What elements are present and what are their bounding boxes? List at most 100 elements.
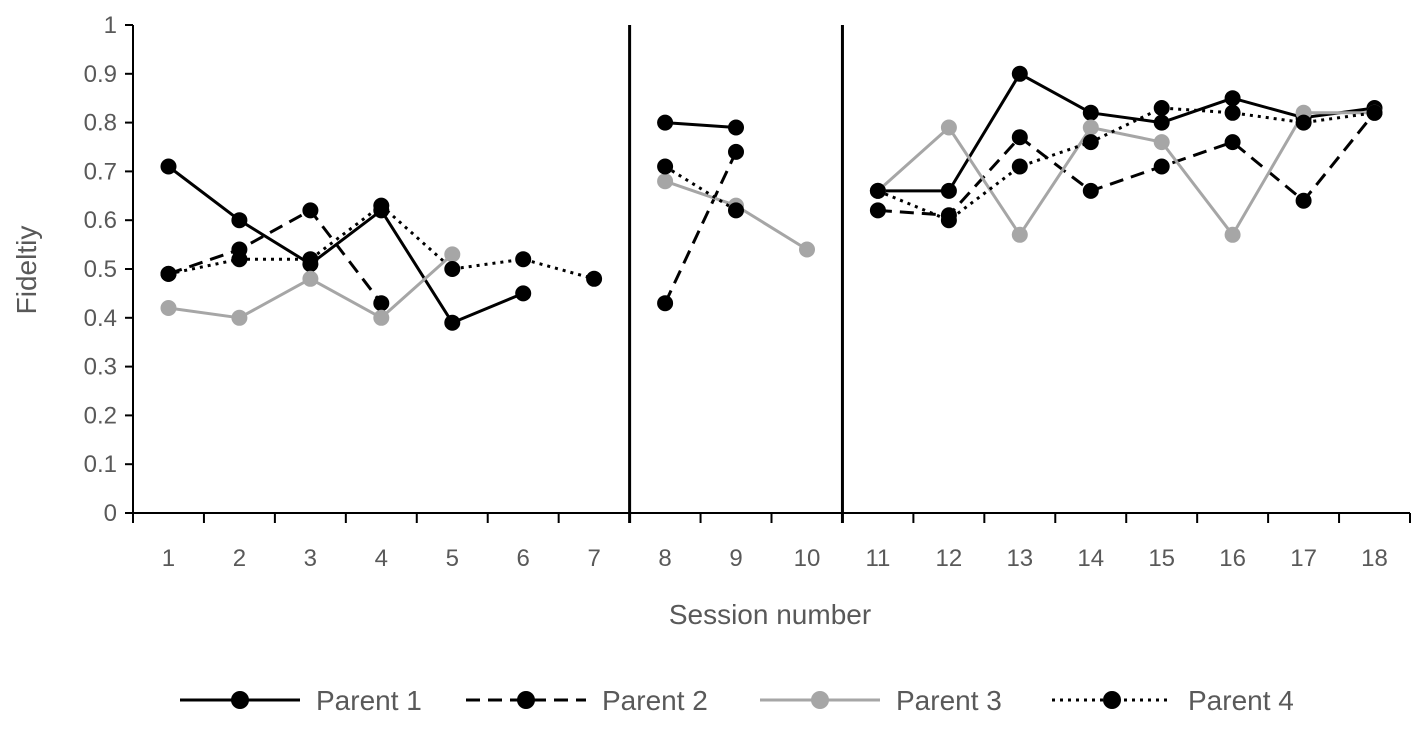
data-point xyxy=(1295,192,1312,209)
x-tick-label: 4 xyxy=(375,545,388,572)
series-line xyxy=(877,111,1376,217)
data-point xyxy=(1082,182,1099,199)
data-point xyxy=(444,246,461,263)
data-point xyxy=(160,158,177,175)
data-point xyxy=(302,251,319,268)
data-point xyxy=(1153,134,1170,151)
series-4 xyxy=(160,100,1383,287)
data-point xyxy=(728,119,744,136)
data-point xyxy=(869,202,886,219)
data-point xyxy=(940,212,957,229)
y-tick-label: 0.6 xyxy=(84,207,117,234)
x-tick-label: 11 xyxy=(865,545,890,572)
x-tick-label: 14 xyxy=(1077,545,1104,572)
x-tick-labels: 1 2 3 4 5 6 7 8 9 10 11 12 13 14 15 16 17 18 xyxy=(162,545,1388,572)
data-point xyxy=(373,197,390,214)
x-tick-label: 18 xyxy=(1361,545,1388,572)
y-tick-labels: 0 0.1 0.2 0.3 0.4 0.5 0.6 0.7 0.8 0.9 1 xyxy=(84,12,117,527)
data-point xyxy=(515,285,532,302)
series-line xyxy=(877,72,1375,193)
data-point xyxy=(1082,119,1099,136)
series-layer xyxy=(160,65,1383,331)
series-line xyxy=(663,151,738,304)
x-tick-label: 3 xyxy=(304,545,317,572)
x-tick-label: 7 xyxy=(587,545,600,572)
legend-label: Parent 4 xyxy=(1188,685,1294,716)
data-point xyxy=(1153,114,1170,131)
legend-item: Parent 3 xyxy=(760,685,1002,716)
data-point xyxy=(1011,158,1028,175)
legend-swatch-marker xyxy=(517,691,535,709)
data-point xyxy=(1082,134,1099,151)
data-point xyxy=(373,309,390,326)
x-tick-label: 17 xyxy=(1290,545,1317,572)
data-point xyxy=(657,114,674,131)
data-point xyxy=(1011,129,1028,146)
x-tick-label: 1 xyxy=(162,545,175,572)
x-tick-label: 2 xyxy=(233,545,246,572)
y-tick-label: 1 xyxy=(104,12,117,39)
phase-change-lines xyxy=(628,25,844,523)
data-point xyxy=(231,309,248,326)
y-tick-label: 0.9 xyxy=(84,61,117,88)
data-point xyxy=(1224,226,1241,243)
x-tick-label: 8 xyxy=(658,545,671,572)
data-point xyxy=(444,261,461,277)
legend-item: Parent 1 xyxy=(180,685,422,716)
series-line xyxy=(168,208,383,305)
data-point xyxy=(657,173,674,190)
data-point xyxy=(1153,158,1170,175)
y-tick-label: 0.1 xyxy=(84,451,117,478)
data-point xyxy=(1224,104,1241,121)
data-point xyxy=(1224,134,1241,151)
data-point xyxy=(373,295,390,312)
series-line xyxy=(664,121,737,129)
legend-label: Parent 2 xyxy=(602,685,708,716)
series-line xyxy=(876,111,1375,237)
x-tick-label: 16 xyxy=(1219,545,1246,572)
x-tick-label: 6 xyxy=(517,545,530,572)
data-point xyxy=(1011,65,1028,82)
series-line xyxy=(877,106,1375,222)
x-tick-label: 10 xyxy=(794,545,821,572)
data-point xyxy=(940,119,957,136)
data-point xyxy=(1011,226,1028,243)
data-point xyxy=(657,295,674,312)
x-axis-title: Session number xyxy=(669,599,871,630)
data-point xyxy=(231,251,248,268)
series-line xyxy=(664,165,737,212)
data-point xyxy=(869,182,886,199)
y-tick-label: 0.5 xyxy=(84,256,117,283)
y-axis-title: Fideltiy xyxy=(11,226,42,315)
legend-item: Parent 2 xyxy=(466,685,708,716)
data-point xyxy=(799,241,815,258)
legend-item: Parent 4 xyxy=(1052,685,1294,716)
data-point xyxy=(1224,90,1241,107)
series-1 xyxy=(160,65,1383,331)
data-point xyxy=(302,270,319,287)
x-tick-label: 9 xyxy=(729,545,742,572)
data-point xyxy=(940,182,957,199)
y-tick-label: 0.3 xyxy=(84,354,117,381)
data-point xyxy=(586,270,603,287)
legend-swatch-marker xyxy=(811,691,829,709)
legend-swatch-marker xyxy=(231,691,249,709)
y-axis-ticks xyxy=(125,24,1411,523)
data-point xyxy=(1295,114,1312,131)
data-point xyxy=(728,202,744,219)
series-3 xyxy=(160,104,1383,326)
legend-swatch-marker xyxy=(1103,691,1121,709)
legend-label: Parent 1 xyxy=(316,685,422,716)
data-point xyxy=(444,314,461,331)
x-tick-label: 15 xyxy=(1148,545,1175,572)
data-point xyxy=(302,202,319,219)
data-point xyxy=(231,212,248,229)
y-tick-label: 0.4 xyxy=(84,305,117,332)
data-point xyxy=(657,158,674,175)
data-point xyxy=(1082,104,1099,121)
data-point xyxy=(728,143,744,160)
data-point xyxy=(160,300,177,316)
data-point xyxy=(1366,104,1383,121)
series-2 xyxy=(160,104,1383,312)
